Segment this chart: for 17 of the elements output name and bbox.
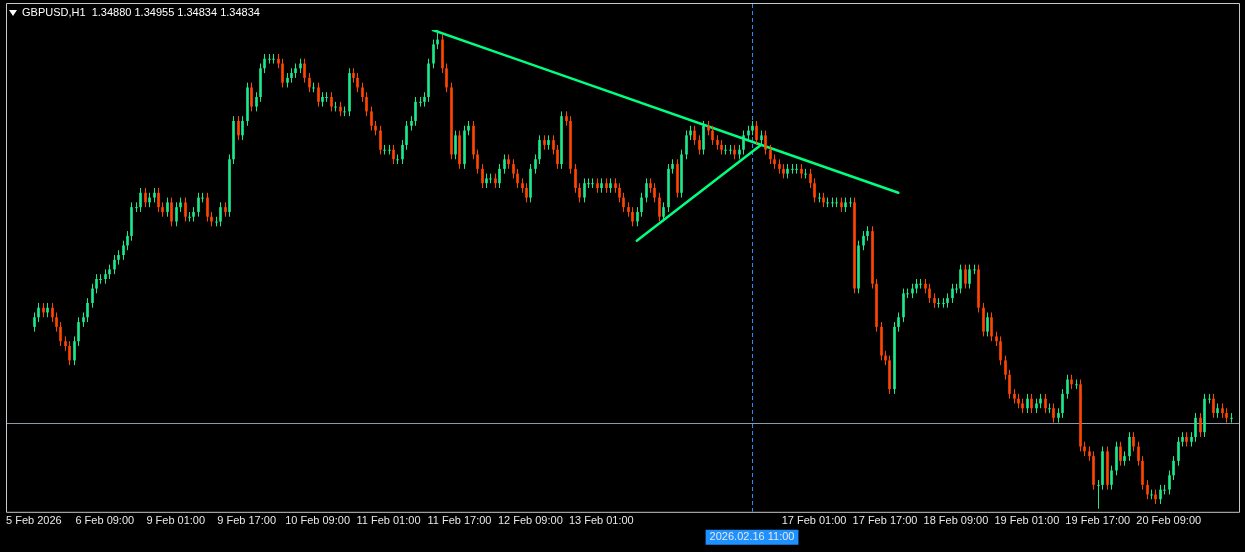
x-tick-label: 12 Feb 09:00 bbox=[497, 514, 563, 527]
x-tick-label: 20 Feb 09:00 bbox=[1136, 514, 1202, 527]
x-tick-label: 6 Feb 09:00 bbox=[75, 514, 135, 527]
x-tick-label: 19 Feb 17:00 bbox=[1065, 514, 1131, 527]
x-tick-label: 17 Feb 01:00 bbox=[781, 514, 847, 527]
x-tick-label: 9 Feb 01:00 bbox=[146, 514, 206, 527]
x-tick-label: 9 Feb 17:00 bbox=[217, 514, 277, 527]
x-tick-label: 11 Feb 01:00 bbox=[356, 514, 421, 527]
x-tick-label: 13 Feb 01:00 bbox=[568, 514, 634, 527]
x-tick-label: 17 Feb 17:00 bbox=[852, 514, 918, 527]
x-tick-label: 11 Feb 17:00 bbox=[427, 514, 492, 527]
chart-title: GBPUSD,H1 1.34880 1.34955 1.34834 1.34834 bbox=[22, 6, 260, 18]
x-tick-label: 10 Feb 09:00 bbox=[285, 514, 351, 527]
x-tick-label: 2026.02.16 11:00 bbox=[709, 530, 795, 543]
x-tick-label: 18 Feb 09:00 bbox=[923, 514, 989, 527]
x-tick-label: 5 Feb 2026 bbox=[6, 514, 62, 527]
x-tick-label: 19 Feb 01:00 bbox=[994, 514, 1060, 527]
